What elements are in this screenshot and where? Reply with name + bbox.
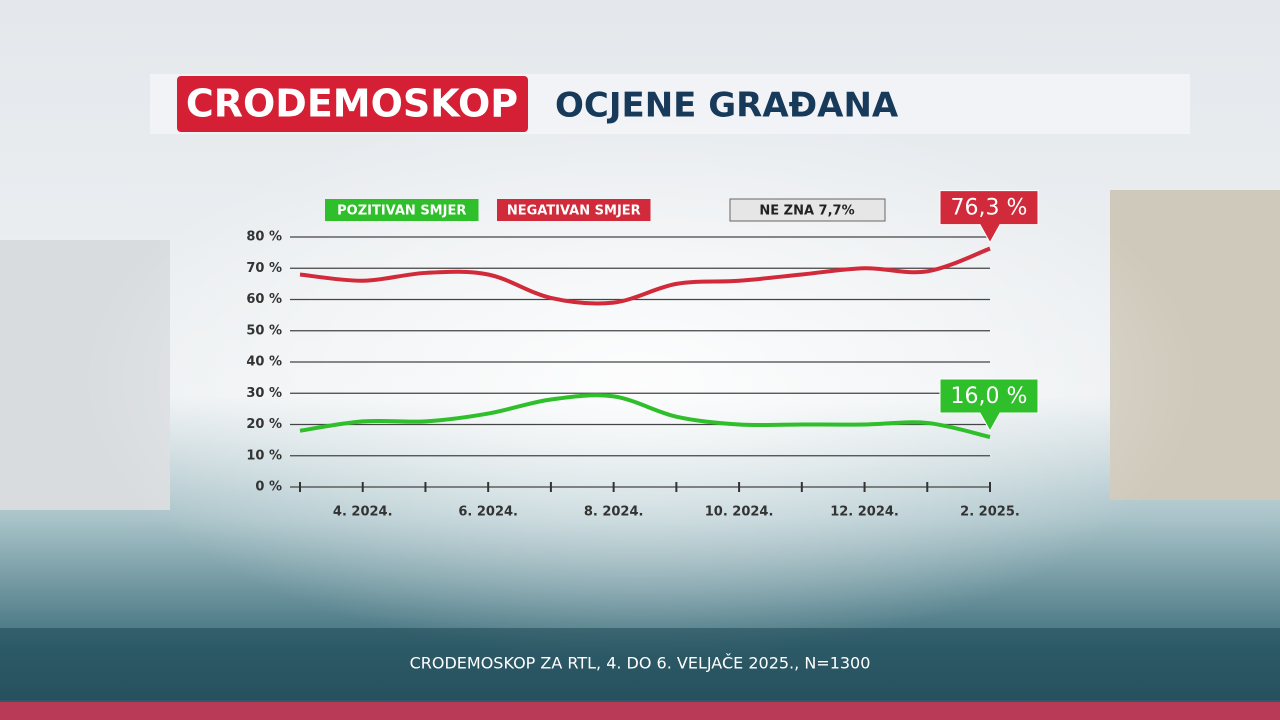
title: OCJENE GRAĐANA bbox=[555, 86, 899, 126]
y-tick-label: 0 % bbox=[255, 480, 282, 495]
x-tick-label: 4. 2024. bbox=[333, 505, 393, 520]
value-label: 76,3 % bbox=[951, 196, 1028, 221]
x-tick-label: 6. 2024. bbox=[458, 505, 518, 520]
legend-note: NE ZNA 7,7% bbox=[759, 204, 854, 219]
brand: CRODEMOSKOP bbox=[186, 82, 518, 126]
legend-box bbox=[325, 199, 479, 221]
series-line bbox=[299, 393, 991, 439]
y-tick-label: 80 % bbox=[246, 230, 282, 245]
fog bbox=[80, 100, 1200, 660]
y-tick-label: 60 % bbox=[246, 292, 282, 307]
series-line bbox=[299, 246, 991, 306]
y-tick-label: 70 % bbox=[246, 261, 282, 276]
legend-box bbox=[497, 199, 651, 221]
x-tick-label: 10. 2024. bbox=[705, 505, 774, 520]
y-tick-label: 20 % bbox=[246, 417, 282, 432]
footer-bar bbox=[0, 628, 1280, 700]
x-tick-label: 8. 2024. bbox=[584, 505, 644, 520]
y-tick-label: 50 % bbox=[246, 323, 282, 338]
value-label-box bbox=[939, 378, 1039, 433]
y-tick-label: 40 % bbox=[246, 355, 282, 370]
legend-label: NEGATIVAN SMJER bbox=[507, 204, 641, 219]
legend-note-box bbox=[729, 198, 886, 222]
legend-label: POZITIVAN SMJER bbox=[337, 204, 466, 219]
y-tick-label: 10 % bbox=[246, 448, 282, 463]
brand-box bbox=[177, 76, 528, 132]
bottom-strip bbox=[0, 702, 1280, 720]
x-tick-label: 12. 2024. bbox=[830, 505, 899, 520]
source: CRODEMOSKOP ZA RTL, 4. DO 6. VELJAČE 202… bbox=[410, 654, 871, 673]
value-label-box bbox=[939, 190, 1039, 244]
y-tick-label: 30 % bbox=[246, 386, 282, 401]
x-tick-label: 2. 2025. bbox=[960, 505, 1020, 520]
value-label: 16,0 % bbox=[951, 384, 1028, 409]
